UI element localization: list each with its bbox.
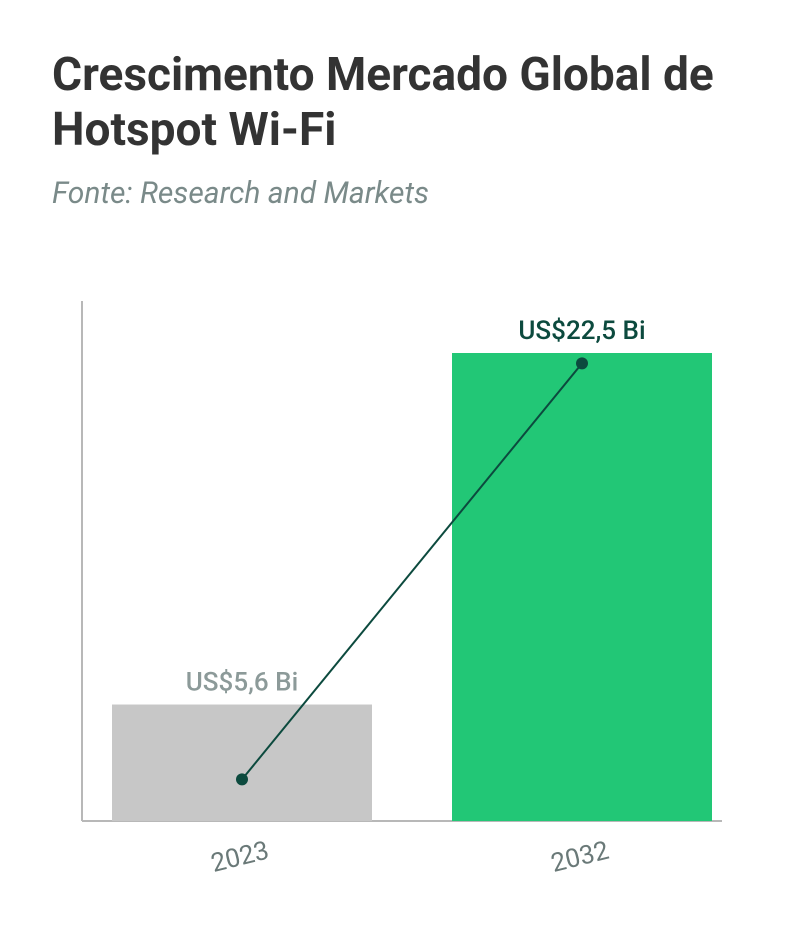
page-title: Crescimento Mercado Global de Hotspot Wi… bbox=[52, 48, 738, 158]
bar-chart: US$5,6 Bi 2023 US$22,5 Bi 2032 bbox=[62, 281, 722, 881]
svg-text:US$22,5 Bi: US$22,5 Bi bbox=[518, 316, 645, 346]
svg-text:US$5,6 Bi: US$5,6 Bi bbox=[186, 668, 298, 698]
svg-text:2032: 2032 bbox=[548, 836, 612, 879]
subtitle: Fonte: Research and Markets bbox=[52, 176, 738, 211]
svg-text:2023: 2023 bbox=[208, 836, 272, 879]
chart-svg: US$5,6 Bi 2023 US$22,5 Bi 2032 bbox=[62, 281, 722, 881]
